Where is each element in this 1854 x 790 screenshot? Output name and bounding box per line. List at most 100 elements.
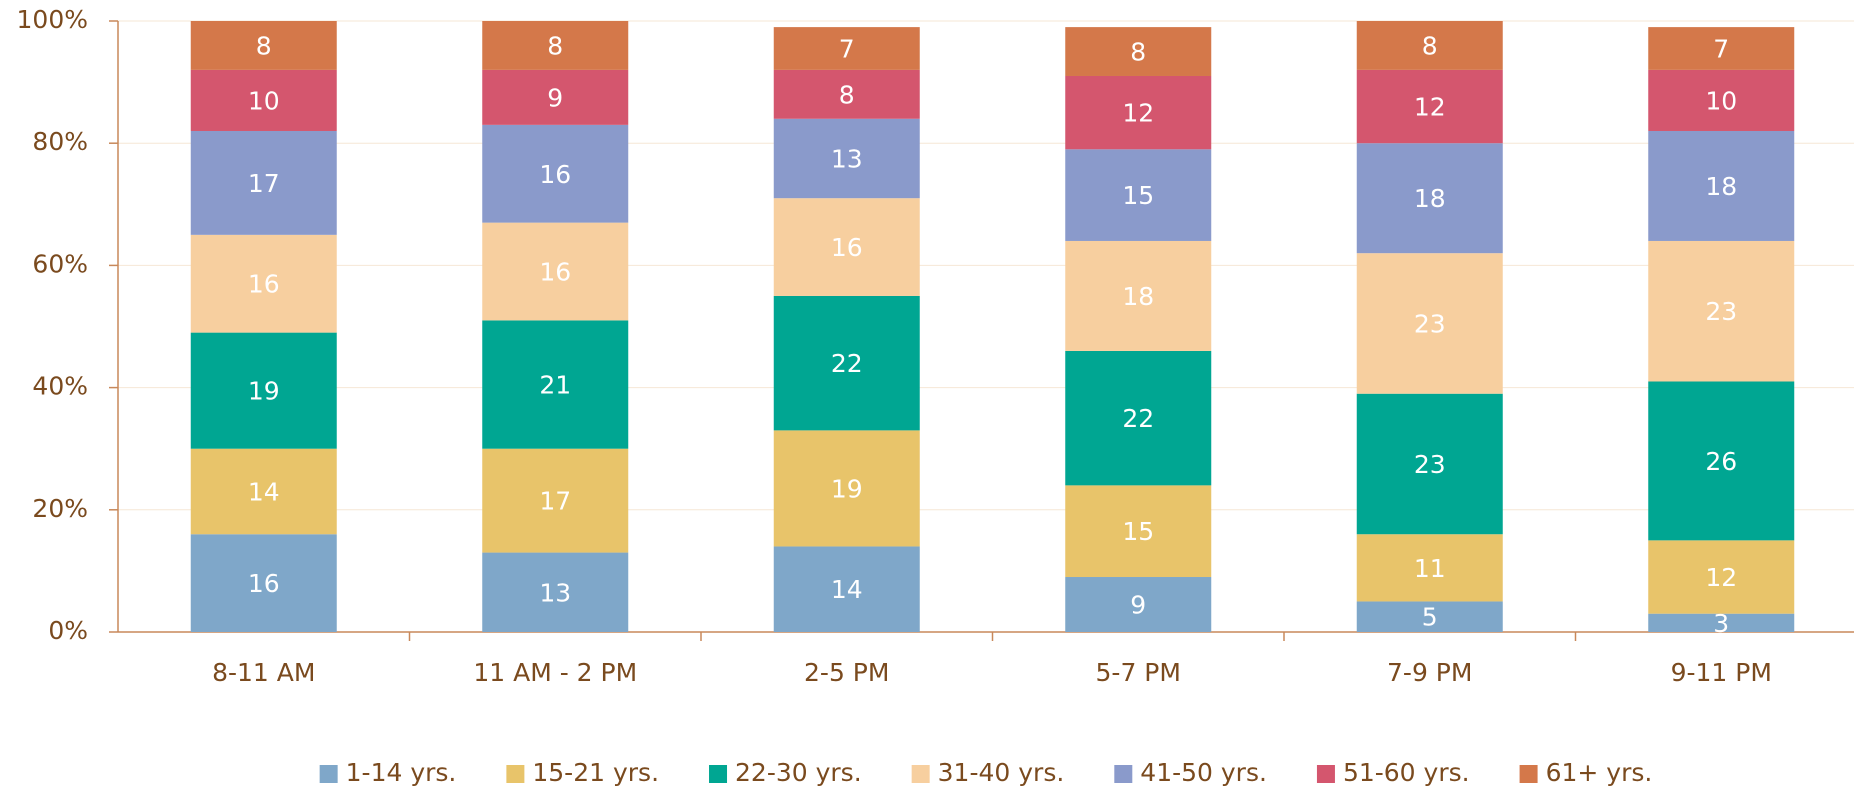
segment-label: 18	[1414, 184, 1446, 213]
bar-segment	[482, 448, 629, 553]
bar-segment	[773, 27, 920, 70]
segment-label: 22	[831, 349, 863, 378]
bar-segment	[1648, 613, 1795, 632]
segment-label: 19	[831, 474, 863, 503]
segment-label: 23	[1414, 450, 1446, 479]
legend-swatch	[506, 765, 525, 783]
segment-label: 10	[1705, 86, 1737, 115]
legend-label: 22-30 yrs.	[735, 758, 862, 787]
x-tick-label: 2-5 PM	[804, 658, 889, 687]
bar-segment	[1065, 240, 1212, 351]
segment-label: 16	[539, 258, 571, 287]
bar-segment	[773, 430, 920, 547]
bar-segment	[1648, 381, 1795, 541]
bar-segment	[482, 552, 629, 632]
bar-segment	[1065, 485, 1212, 578]
segment-label: 8	[839, 80, 855, 109]
segment-label: 7	[1713, 34, 1729, 63]
segment-label: 7	[839, 34, 855, 63]
segment-label: 8	[547, 31, 563, 60]
segment-label: 3	[1713, 609, 1729, 638]
legend-swatch	[1114, 765, 1133, 783]
bar-segment	[773, 118, 920, 199]
bar-segment	[1065, 350, 1212, 486]
bar-segment	[773, 69, 920, 119]
x-tick-label: 7-9 PM	[1387, 658, 1472, 687]
bar-segment	[1648, 27, 1795, 70]
x-tick-label: 11 AM - 2 PM	[473, 658, 637, 687]
segment-label: 23	[1414, 309, 1446, 338]
bar-segment	[1065, 149, 1212, 241]
legend-swatch	[911, 765, 930, 783]
y-tick-label: 40%	[32, 372, 88, 401]
segment-label: 17	[248, 169, 280, 198]
x-tick-label: 8-11 AM	[212, 658, 315, 687]
segment-label: 12	[1705, 563, 1737, 592]
segment-label: 26	[1705, 447, 1737, 476]
segment-label: 9	[547, 83, 563, 112]
bar-segment	[482, 21, 629, 70]
bar-segment	[482, 124, 629, 223]
bar-segment	[1065, 75, 1212, 150]
segment-label: 18	[1122, 282, 1154, 311]
legend-label: 51-60 yrs.	[1343, 758, 1470, 787]
legend-swatch	[1519, 765, 1538, 783]
bar-segment	[1356, 393, 1503, 535]
segment-label: 14	[831, 575, 863, 604]
segment-label: 18	[1705, 172, 1737, 201]
legend-label: 41-50 yrs.	[1140, 758, 1267, 787]
legend-label: 1-14 yrs.	[346, 758, 457, 787]
bar-segment	[1356, 534, 1503, 602]
segment-label: 12	[1122, 99, 1154, 128]
segment-label: 23	[1705, 297, 1737, 326]
legend-label: 15-21 yrs.	[532, 758, 659, 787]
x-tick-label: 5-7 PM	[1096, 658, 1181, 687]
legend-label: 61+ yrs.	[1546, 758, 1653, 787]
bar-segment	[482, 320, 629, 449]
segment-label: 22	[1122, 404, 1154, 433]
bar-segment	[1065, 27, 1212, 76]
bar-segment	[190, 21, 337, 70]
bar-segment	[773, 198, 920, 296]
bar-segment	[1356, 21, 1503, 70]
bar-segment	[1648, 69, 1795, 131]
bar-segment	[1356, 143, 1503, 254]
segment-label: 21	[539, 371, 571, 400]
bar-segment	[1356, 601, 1503, 632]
y-tick-label: 20%	[32, 494, 88, 523]
segment-label: 17	[539, 487, 571, 516]
bar-segment	[190, 534, 337, 632]
bar-segment	[773, 295, 920, 431]
segment-label: 11	[1414, 554, 1446, 583]
bar-segment	[190, 69, 337, 131]
x-tick-label: 9-11 PM	[1671, 658, 1772, 687]
segment-label: 5	[1422, 603, 1438, 632]
segment-label: 16	[539, 160, 571, 189]
bar-segment	[190, 234, 337, 333]
segment-label: 8	[256, 31, 272, 60]
bar-segment	[190, 332, 337, 449]
segment-label: 8	[1130, 38, 1146, 67]
segment-label: 15	[1122, 517, 1154, 546]
segment-label: 16	[248, 270, 280, 299]
legend-label: 31-40 yrs.	[938, 758, 1065, 787]
segment-label: 15	[1122, 181, 1154, 210]
legend-swatch	[1316, 765, 1335, 783]
segment-label: 13	[539, 578, 571, 607]
segment-label: 19	[248, 377, 280, 406]
legend-swatch	[319, 765, 338, 783]
bar-segment	[482, 69, 629, 125]
legend-swatch	[709, 765, 728, 783]
bar-segment	[1356, 253, 1503, 394]
y-tick-label: 80%	[32, 127, 88, 156]
y-tick-label: 0%	[48, 616, 88, 645]
segment-label: 13	[831, 144, 863, 173]
y-tick-label: 100%	[17, 5, 88, 34]
bar-segment	[190, 130, 337, 235]
segment-label: 16	[831, 233, 863, 262]
bar-segment	[1356, 69, 1503, 144]
y-tick-label: 60%	[32, 249, 88, 278]
segment-label: 10	[248, 86, 280, 115]
segment-label: 12	[1414, 93, 1446, 122]
